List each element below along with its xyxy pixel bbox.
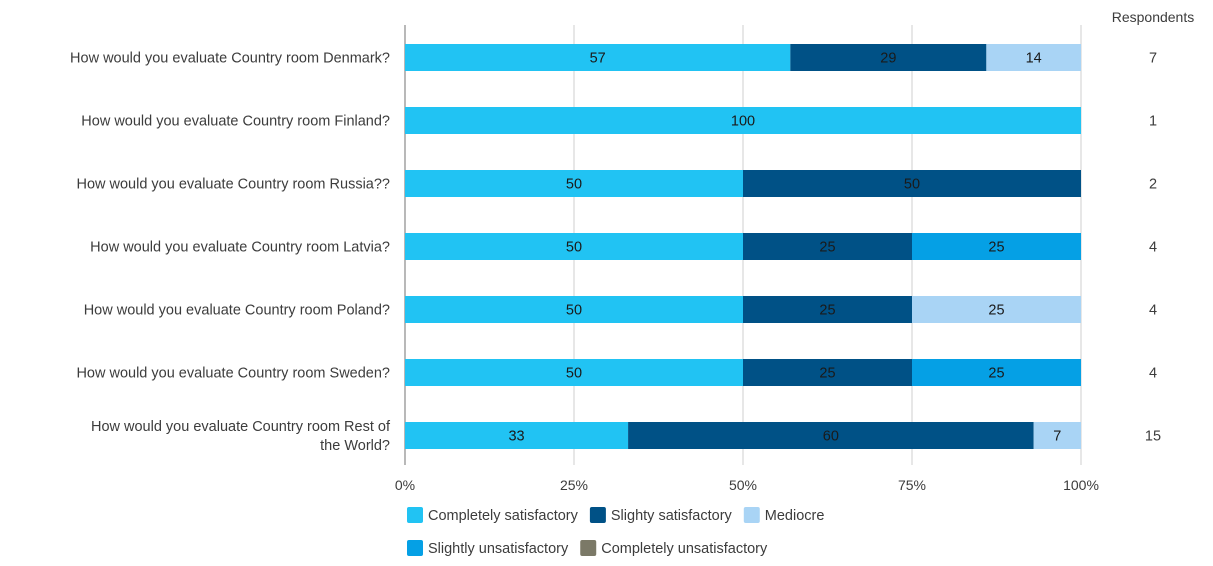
bar-value-label: 50 xyxy=(566,366,582,382)
bar-segment xyxy=(743,359,912,386)
bar-value-label: 50 xyxy=(566,303,582,319)
bar-segment xyxy=(743,170,1081,197)
legend-swatch xyxy=(407,540,423,556)
bar-segment xyxy=(405,422,629,449)
x-tick-label: 75% xyxy=(898,477,926,493)
category-label: How would you evaluate Country room Latv… xyxy=(90,240,390,256)
x-tick-label: 50% xyxy=(729,477,757,493)
bar-value-label: 50 xyxy=(904,177,920,193)
bar-segment xyxy=(405,233,743,260)
bar-segment xyxy=(986,44,1081,71)
bar-segment xyxy=(743,296,912,323)
bar-value-label: 25 xyxy=(819,303,835,319)
respondents-count: 2 xyxy=(1149,177,1157,193)
respondents-count: 4 xyxy=(1149,303,1157,319)
respondents-count: 4 xyxy=(1149,366,1157,382)
bar-value-label: 7 xyxy=(1053,429,1061,445)
bar-segment xyxy=(790,44,987,71)
legend-swatch xyxy=(580,540,597,556)
legend-label: Mediocre xyxy=(765,508,825,524)
respondents-count: 15 xyxy=(1145,429,1161,445)
category-label: How would you evaluate Country room Denm… xyxy=(70,51,390,67)
bar-value-label: 50 xyxy=(566,177,582,193)
bar-value-label: 29 xyxy=(880,51,896,67)
legend-swatch xyxy=(407,507,423,523)
bar-value-label: 33 xyxy=(508,429,524,445)
bar-segment xyxy=(405,296,743,323)
bar-segment xyxy=(405,170,743,197)
x-tick-label: 0% xyxy=(395,477,415,493)
bar-segment xyxy=(405,44,791,71)
category-label: How would you evaluate Country room Pola… xyxy=(84,303,390,319)
bar-segment xyxy=(912,296,1081,323)
bar-segment xyxy=(405,107,1081,134)
category-label: How would you evaluate Country room Swed… xyxy=(76,366,390,382)
legend-swatch xyxy=(589,507,606,523)
x-tick-label: 25% xyxy=(560,477,588,493)
bar-segment xyxy=(912,233,1081,260)
bar-segment xyxy=(628,422,1034,449)
respondents-count: 1 xyxy=(1149,114,1157,130)
bar-value-label: 100 xyxy=(731,114,755,130)
x-tick-label: 100% xyxy=(1063,477,1099,493)
bar-value-label: 50 xyxy=(566,240,582,256)
bar-value-label: 25 xyxy=(988,303,1004,319)
bar-value-label: 25 xyxy=(819,366,835,382)
legend-label: Slightly unsatisfactory xyxy=(428,541,569,557)
category-label: How would you evaluate Country room Rest… xyxy=(91,419,391,454)
bar-value-label: 14 xyxy=(1026,51,1042,67)
bar-segment xyxy=(405,359,743,386)
bar-segment xyxy=(912,359,1081,386)
bar-value-label: 25 xyxy=(988,366,1004,382)
bar-value-label: 25 xyxy=(819,240,835,256)
bar-value-label: 57 xyxy=(590,51,606,67)
bar-value-label: 60 xyxy=(823,429,839,445)
category-label: How would you evaluate Country room Finl… xyxy=(81,114,390,130)
category-label: How would you evaluate Country room Russ… xyxy=(76,177,390,193)
legend-label: Slighty satisfactory xyxy=(611,508,733,524)
bar-segment xyxy=(1033,422,1081,449)
respondents-count: 7 xyxy=(1149,51,1157,67)
legend-label: Completely satisfactory xyxy=(428,508,579,524)
respondents-count: 4 xyxy=(1149,240,1157,256)
legend-label: Completely unsatisfactory xyxy=(601,541,768,557)
bar-segment xyxy=(743,233,912,260)
legend-swatch xyxy=(743,507,760,523)
respondents-header: Respondents xyxy=(1112,9,1195,25)
bar-value-label: 25 xyxy=(988,240,1004,256)
